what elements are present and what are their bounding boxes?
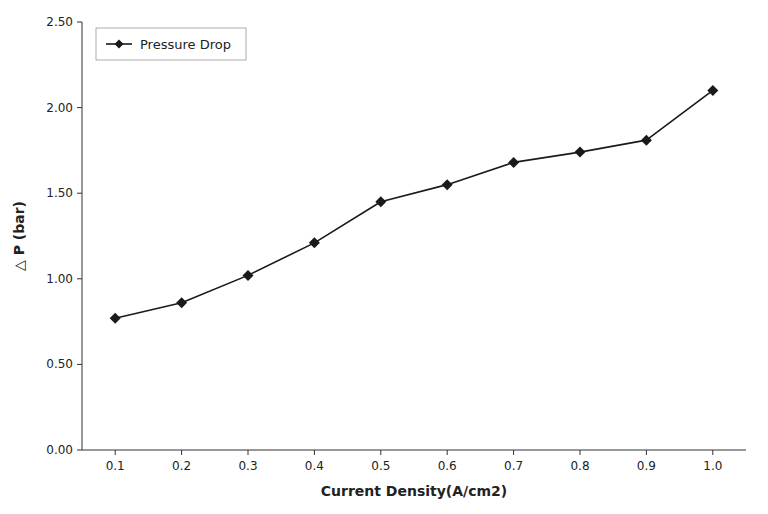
- legend-frame: [96, 28, 246, 60]
- x-tick-label: 0.9: [637, 459, 656, 473]
- series-marker: [575, 147, 586, 158]
- x-tick: [181, 450, 182, 455]
- x-tick: [646, 450, 647, 455]
- series-marker: [309, 237, 320, 248]
- x-tick-label: 0.5: [371, 459, 390, 473]
- x-tick-label: 0.6: [438, 459, 457, 473]
- series-marker: [243, 270, 254, 281]
- y-tick: [77, 450, 82, 451]
- y-tick-label: 1.00: [46, 272, 73, 286]
- y-tick: [77, 364, 82, 365]
- chart: 0.1 0.2 0.3 0.4 0.5 0.6 0.7 0.8 0.9 1.0 0.00 0.50 1.…: [0, 0, 768, 514]
- y-tick-label: 0.50: [46, 357, 73, 371]
- x-tick: [580, 450, 581, 455]
- x-tick-label: 0.8: [570, 459, 589, 473]
- x-tick-label: 0.2: [172, 459, 191, 473]
- y-tick-label: 2.50: [46, 15, 73, 29]
- x-tick: [712, 450, 713, 455]
- x-tick: [513, 450, 514, 455]
- series-line: [115, 90, 713, 318]
- plot-data: [110, 85, 719, 324]
- series-marker: [707, 85, 718, 96]
- series-marker: [375, 196, 386, 207]
- y-tick-label: 0.00: [46, 443, 73, 457]
- series-marker: [641, 135, 652, 146]
- x-tick-label: 0.3: [238, 459, 257, 473]
- y-axis-label: △ P (bar): [11, 201, 27, 271]
- x-tick-label: 0.1: [106, 459, 125, 473]
- legend: Pressure Drop: [96, 28, 246, 60]
- x-tick-label: 0.4: [305, 459, 324, 473]
- y-tick: [77, 22, 82, 23]
- series-marker: [110, 313, 121, 324]
- y-tick: [77, 193, 82, 194]
- x-tick: [447, 450, 448, 455]
- series-marker: [176, 297, 187, 308]
- x-tick-label: 1.0: [703, 459, 722, 473]
- series-marker: [442, 179, 453, 190]
- y-axis-line: [82, 22, 83, 450]
- y-tick-label: 1.50: [46, 186, 73, 200]
- x-tick: [314, 450, 315, 455]
- legend-label: Pressure Drop: [140, 37, 231, 52]
- axes: 0.1 0.2 0.3 0.4 0.5 0.6 0.7 0.8 0.9 1.0 0.00 0.50 1.…: [46, 15, 746, 473]
- x-tick: [248, 450, 249, 455]
- x-tick: [380, 450, 381, 455]
- x-tick-label: 0.7: [504, 459, 523, 473]
- x-axis-label: Current Density(A/cm2): [321, 483, 507, 499]
- x-tick: [115, 450, 116, 455]
- y-tick: [77, 278, 82, 279]
- y-tick: [77, 107, 82, 108]
- y-tick-label: 2.00: [46, 101, 73, 115]
- series-marker: [508, 157, 519, 168]
- legend-swatch-marker: [115, 40, 124, 49]
- background: [0, 0, 768, 514]
